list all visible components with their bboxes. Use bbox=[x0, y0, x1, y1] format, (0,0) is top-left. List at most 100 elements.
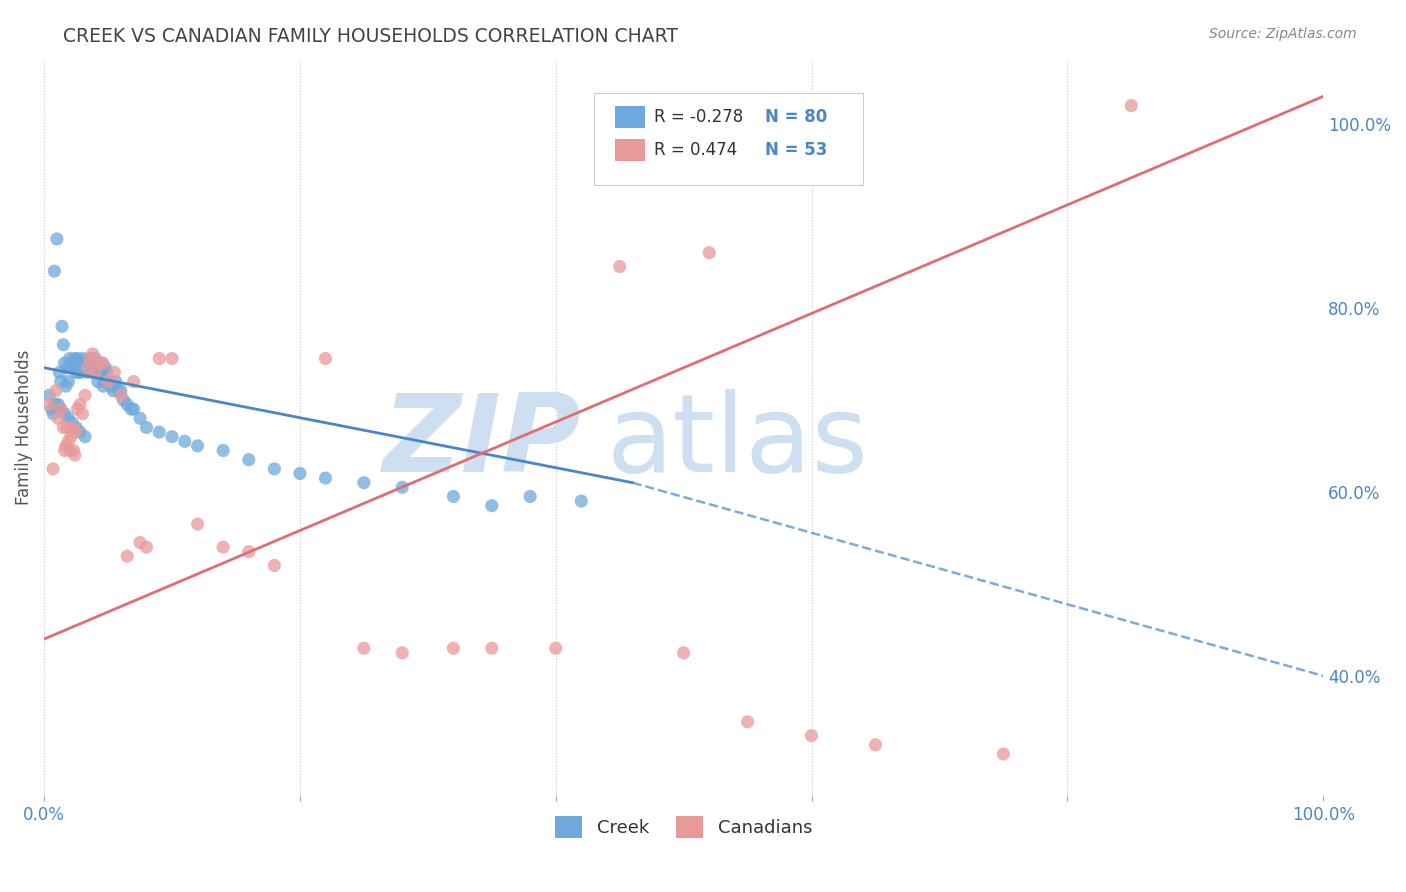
Point bbox=[103, 365, 125, 379]
Point bbox=[212, 540, 235, 554]
Point bbox=[75, 360, 97, 375]
Point bbox=[800, 729, 823, 743]
Point bbox=[160, 430, 183, 444]
Point bbox=[62, 443, 84, 458]
Point bbox=[80, 356, 103, 370]
FancyBboxPatch shape bbox=[614, 106, 645, 128]
Point bbox=[84, 365, 107, 379]
Point bbox=[112, 392, 135, 407]
Point bbox=[89, 365, 111, 379]
Point bbox=[96, 365, 118, 379]
Point bbox=[84, 351, 107, 366]
Point bbox=[100, 379, 122, 393]
Text: CREEK VS CANADIAN FAMILY HOUSEHOLDS CORRELATION CHART: CREEK VS CANADIAN FAMILY HOUSEHOLDS CORR… bbox=[63, 27, 678, 45]
Point bbox=[160, 351, 183, 366]
Point bbox=[288, 467, 311, 481]
Point bbox=[56, 420, 79, 434]
Point bbox=[38, 388, 60, 402]
Point bbox=[65, 420, 87, 434]
Point bbox=[69, 425, 91, 439]
Point bbox=[53, 407, 76, 421]
Point bbox=[49, 402, 72, 417]
Point bbox=[58, 434, 80, 449]
Point bbox=[76, 360, 98, 375]
Point bbox=[129, 411, 152, 425]
Point bbox=[120, 402, 142, 417]
Point bbox=[59, 430, 82, 444]
Point bbox=[69, 397, 91, 411]
Text: atlas: atlas bbox=[607, 389, 869, 495]
Point bbox=[97, 375, 120, 389]
Point bbox=[70, 365, 93, 379]
Point bbox=[59, 360, 82, 375]
Text: N = 53: N = 53 bbox=[765, 141, 828, 159]
Text: R = -0.278: R = -0.278 bbox=[654, 108, 744, 126]
Point bbox=[38, 397, 60, 411]
Point bbox=[107, 384, 129, 398]
Point bbox=[53, 443, 76, 458]
Point bbox=[63, 351, 86, 366]
Point bbox=[46, 411, 69, 425]
Point bbox=[441, 490, 464, 504]
Point bbox=[441, 641, 464, 656]
Point bbox=[93, 375, 115, 389]
Point bbox=[865, 738, 887, 752]
Point bbox=[65, 356, 87, 370]
Point bbox=[48, 365, 70, 379]
Point bbox=[73, 356, 96, 370]
Point bbox=[110, 384, 132, 398]
Point bbox=[97, 375, 120, 389]
Point bbox=[60, 356, 83, 370]
Point bbox=[59, 443, 82, 458]
Point bbox=[129, 535, 152, 549]
Point bbox=[73, 430, 96, 444]
Point bbox=[87, 356, 110, 370]
Point bbox=[46, 397, 69, 411]
Point bbox=[82, 365, 104, 379]
Point bbox=[110, 388, 132, 402]
Point bbox=[238, 452, 260, 467]
Point bbox=[391, 480, 413, 494]
Point bbox=[94, 360, 117, 375]
Point bbox=[62, 360, 84, 375]
Point bbox=[391, 646, 413, 660]
Point bbox=[104, 375, 127, 389]
Point bbox=[187, 517, 209, 532]
Point bbox=[67, 365, 90, 379]
Point bbox=[315, 351, 337, 366]
Point bbox=[993, 747, 1015, 761]
Point bbox=[481, 641, 503, 656]
Point bbox=[353, 641, 375, 656]
Point bbox=[56, 360, 79, 375]
Point bbox=[609, 260, 631, 274]
Point bbox=[60, 420, 83, 434]
Point bbox=[52, 337, 75, 351]
Point bbox=[45, 384, 67, 398]
Point bbox=[122, 375, 145, 389]
Point bbox=[148, 425, 170, 439]
Point bbox=[60, 416, 83, 430]
Point bbox=[41, 402, 63, 417]
Point bbox=[315, 471, 337, 485]
Point bbox=[49, 402, 72, 417]
Point bbox=[73, 360, 96, 375]
Point bbox=[519, 490, 541, 504]
Point bbox=[1121, 98, 1143, 112]
Point bbox=[122, 402, 145, 417]
Point bbox=[101, 384, 124, 398]
Point bbox=[263, 462, 285, 476]
Point bbox=[42, 462, 65, 476]
Point bbox=[697, 245, 720, 260]
Point bbox=[82, 347, 104, 361]
Point bbox=[481, 499, 503, 513]
Point bbox=[737, 714, 759, 729]
Y-axis label: Family Households: Family Households bbox=[15, 350, 32, 505]
Point bbox=[672, 646, 695, 660]
Text: R = 0.474: R = 0.474 bbox=[654, 141, 738, 159]
Point bbox=[135, 540, 157, 554]
Point bbox=[45, 397, 67, 411]
Point bbox=[91, 379, 114, 393]
Point bbox=[44, 264, 66, 278]
Point bbox=[83, 360, 105, 375]
Point bbox=[117, 549, 139, 564]
